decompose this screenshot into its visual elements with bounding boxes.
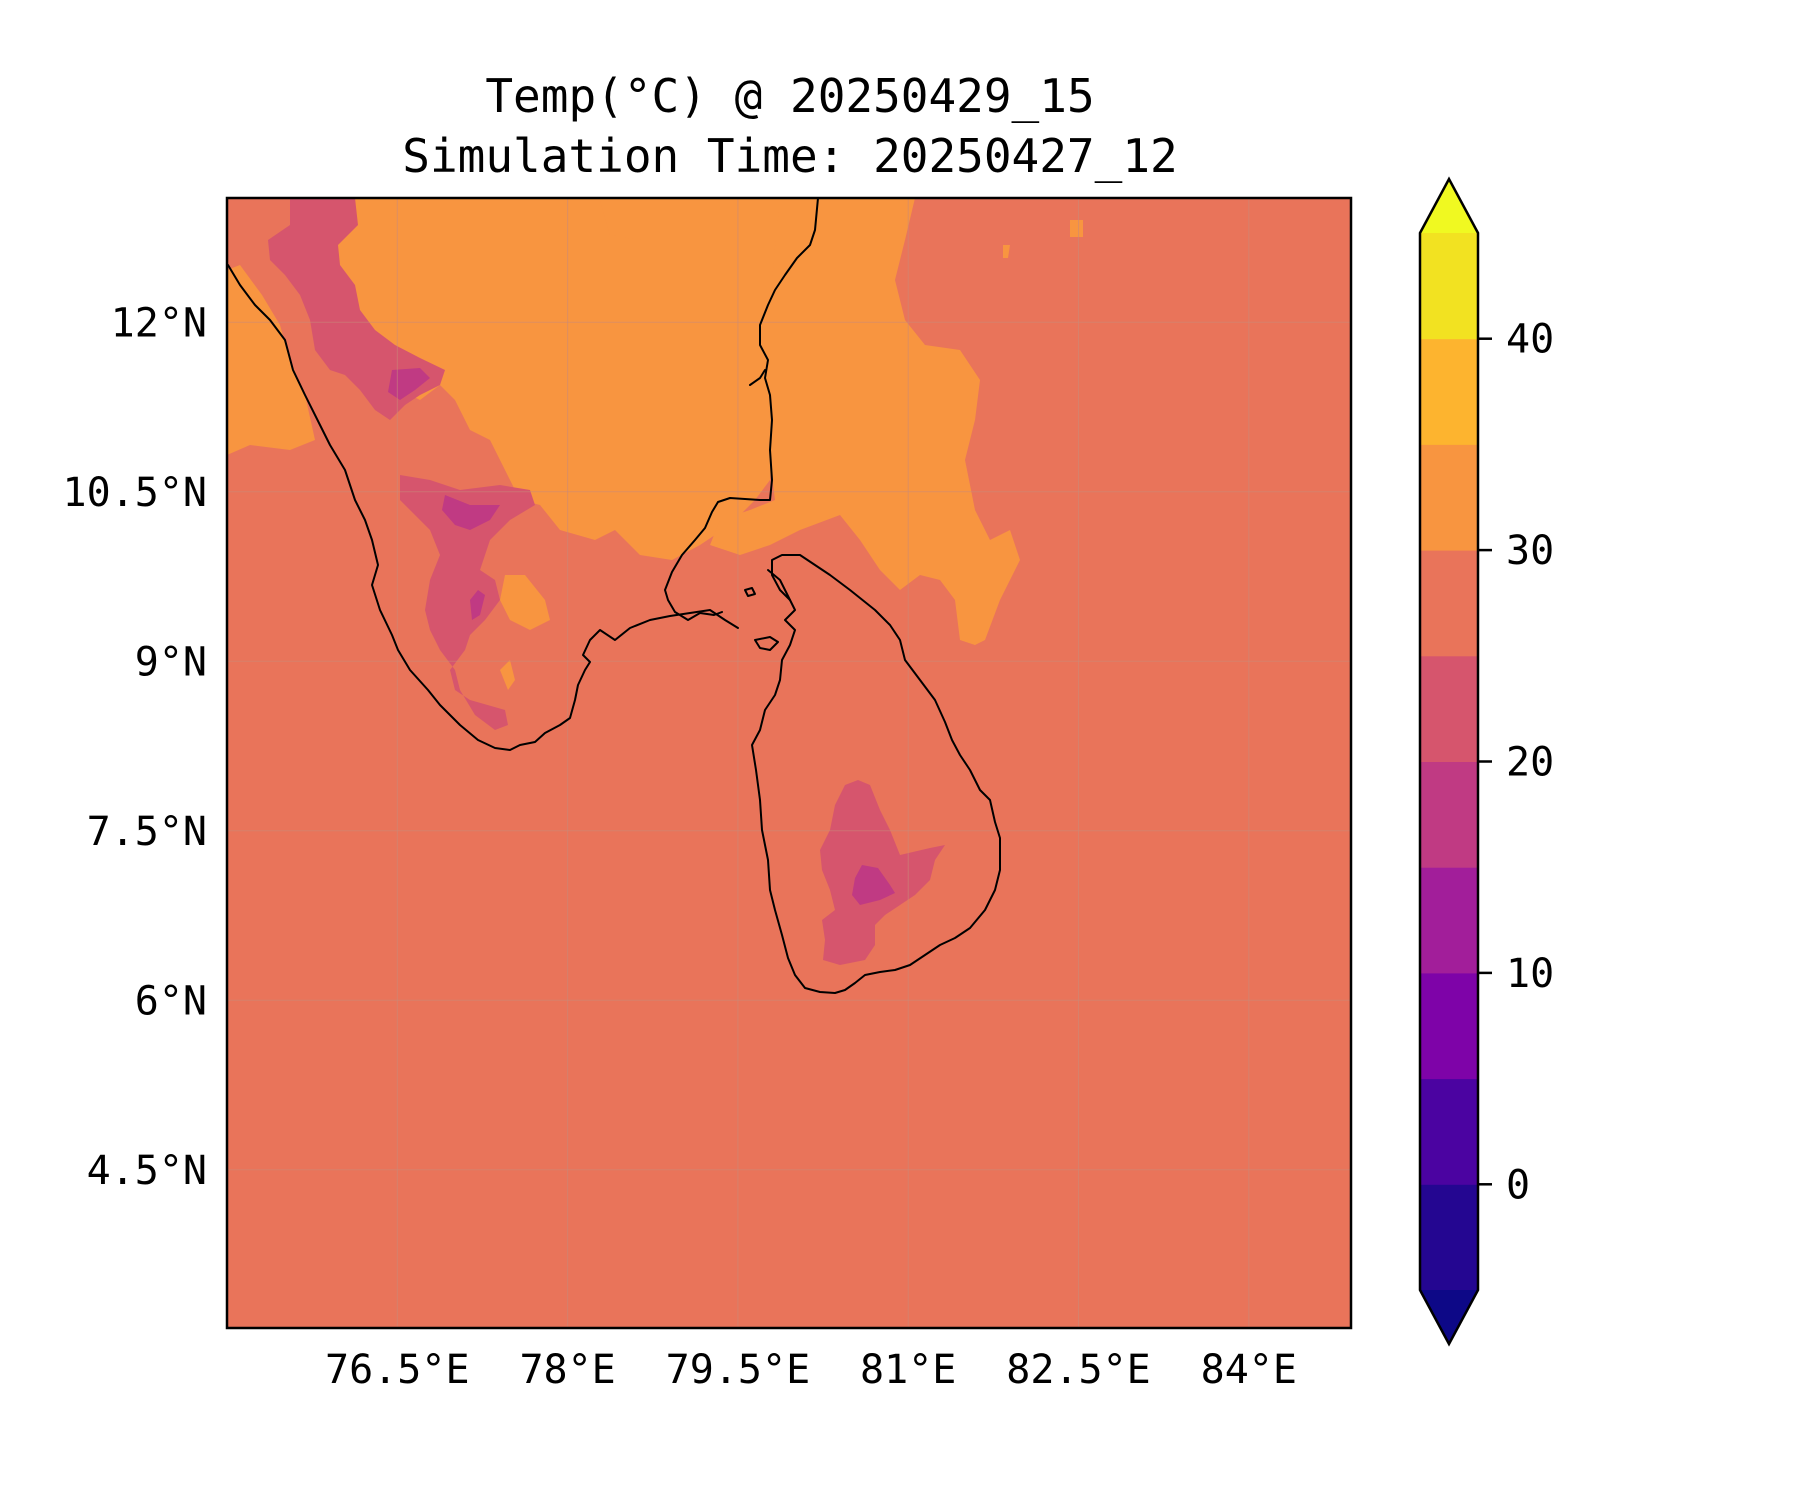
colorbar-band xyxy=(1420,338,1478,445)
coastline-india-east xyxy=(664,198,819,621)
colorbar-outline xyxy=(1418,176,1480,1347)
y-tick-label: 10.5°N xyxy=(63,470,208,516)
chart-title-line1: Temp(°C) @ 20250429_15 xyxy=(485,69,1094,123)
contour-30-35-east-patch-2 xyxy=(1003,245,1010,258)
contour-30-35-small-patch-1 xyxy=(500,660,515,690)
colorbar-band xyxy=(1420,1078,1478,1185)
y-tick-label: 12°N xyxy=(111,300,207,346)
colorbar-extend-max xyxy=(1420,179,1478,233)
contour-15-20-nilgiris xyxy=(388,368,430,400)
colorbar-band xyxy=(1420,444,1478,551)
coastline-jaffna-islands xyxy=(744,587,756,597)
coastline-india-west xyxy=(227,264,739,751)
map-gridlines xyxy=(227,198,1351,1328)
colorbar-tick-label: 0 xyxy=(1506,1162,1530,1208)
map-panel xyxy=(225,196,1353,1330)
chart-title-line2: Simulation Time: 20250427_12 xyxy=(402,129,1177,183)
colorbar-band xyxy=(1420,550,1478,657)
contour-30-35-coast-strip xyxy=(600,200,650,240)
y-tick-label: 6°N xyxy=(135,978,207,1024)
x-tick-label: 84°E xyxy=(1201,1347,1297,1393)
contour-30-35-west-coast-north xyxy=(227,265,315,455)
colorbar-tick-label: 20 xyxy=(1506,740,1554,786)
colorbar-band xyxy=(1420,972,1478,1080)
colorbar-extend-min xyxy=(1420,1290,1478,1344)
coastline-mannar-island xyxy=(767,569,791,601)
contour-20-25-ghats-south xyxy=(400,475,535,730)
contour-20-25-ghats-north xyxy=(268,198,445,420)
contour-15-20-palani xyxy=(442,495,500,530)
colorbar-band xyxy=(1420,655,1478,762)
y-tick-label: 7.5°N xyxy=(87,809,207,855)
colorbar-band xyxy=(1420,761,1478,868)
contour-30-35-tamil-nadu xyxy=(290,198,822,560)
coastline-sri-lanka xyxy=(751,554,1001,994)
contour-30-35-southeast-spur xyxy=(500,575,550,630)
contour-15-20-sri-lanka-peak xyxy=(852,865,895,905)
contour-30-35-east-patch xyxy=(1070,220,1083,237)
coastline-rameswaram xyxy=(754,636,779,651)
colorbar-tick-label: 40 xyxy=(1506,317,1554,363)
coastlines xyxy=(227,198,1001,994)
temperature-contours xyxy=(227,198,1083,965)
x-axis-ticks: 76.5°E 78°E 79.5°E 81°E 82.5°E 84°E xyxy=(325,1347,1297,1393)
colorbar-band xyxy=(1420,233,1478,340)
colorbar: 0 10 20 30 40 xyxy=(1418,176,1554,1347)
colorbar-tick-label: 10 xyxy=(1506,951,1554,997)
y-tick-label: 4.5°N xyxy=(87,1148,207,1194)
y-axis-ticks: 12°N 10.5°N 9°N 7.5°N 6°N 4.5°N xyxy=(63,300,208,1194)
x-tick-label: 79.5°E xyxy=(666,1347,811,1393)
colorbar-band xyxy=(1420,867,1478,974)
contour-20-25-sri-lanka-highlands xyxy=(820,780,945,965)
x-tick-label: 78°E xyxy=(519,1347,615,1393)
x-tick-label: 82.5°E xyxy=(1006,1347,1151,1393)
colorbar-band xyxy=(1420,1184,1478,1291)
colorbar-tick-label: 30 xyxy=(1506,528,1554,574)
map-frame xyxy=(225,196,1353,1330)
x-tick-label: 76.5°E xyxy=(325,1347,470,1393)
coastline-india-east-inlet xyxy=(749,369,766,386)
x-tick-label: 81°E xyxy=(860,1347,956,1393)
contour-15-20-small-patch xyxy=(470,590,485,620)
y-tick-label: 9°N xyxy=(135,639,207,685)
contour-30-35-palk-bay xyxy=(710,198,1020,645)
